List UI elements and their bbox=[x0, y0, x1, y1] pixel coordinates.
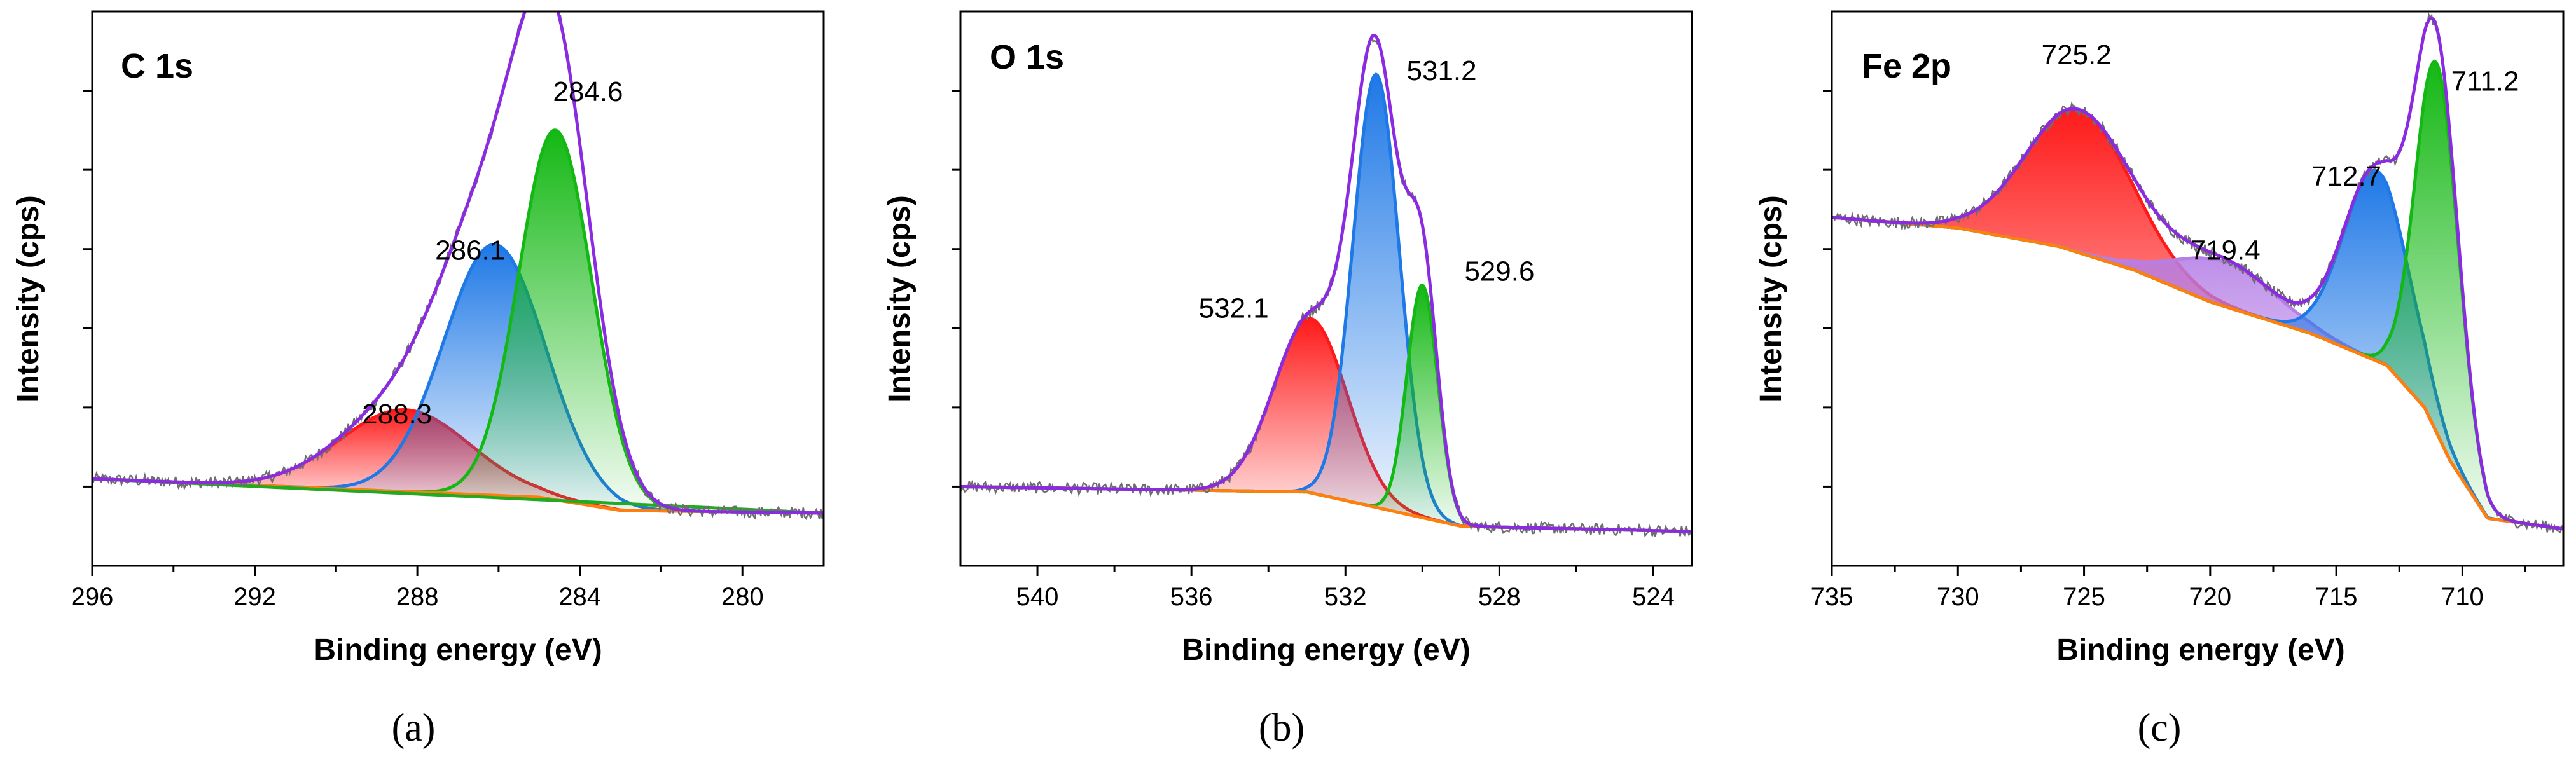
panel-a-xtick-label: 280 bbox=[721, 583, 764, 611]
panel-a-xtick-label: 292 bbox=[233, 583, 276, 611]
panel-b-envelope bbox=[960, 33, 1692, 533]
panel-c-xtick-label: 730 bbox=[1937, 583, 1979, 611]
panel-c-peak-label: 711.2 bbox=[2451, 66, 2519, 97]
panel-a-letter: (a) bbox=[392, 706, 436, 750]
panel-c-background-line bbox=[1832, 216, 2563, 531]
panel-c-xtick-label: 725 bbox=[2063, 583, 2105, 611]
panel-b-title: O 1s bbox=[990, 38, 1064, 76]
panel-c-peak-fill-711.2 bbox=[1832, 61, 2563, 529]
panel-b-frame bbox=[959, 10, 1693, 567]
panel-a-xtick-label: 296 bbox=[71, 583, 114, 611]
panel-c-peak-label: 719.4 bbox=[2191, 235, 2261, 266]
panel-c-xtick-label: 710 bbox=[2441, 583, 2484, 611]
panel-a-title: C 1s bbox=[121, 47, 193, 85]
panel-b-xtick-label: 532 bbox=[1324, 583, 1367, 611]
panel-a-envelope bbox=[92, 11, 824, 515]
panel-b-plot: 540 536 532 528 524 532.1 531.2 529.6 bbox=[952, 10, 1693, 611]
panel-c-xtick-label: 735 bbox=[1811, 583, 1853, 611]
panel-c-xtick-label: 720 bbox=[2189, 583, 2231, 611]
panel-a-frame bbox=[91, 10, 825, 567]
panel-a-peak-label: 284.6 bbox=[553, 76, 623, 107]
panel-b-peak-fill-532.1 bbox=[960, 318, 1692, 531]
panel-a-xtick-label: 288 bbox=[396, 583, 439, 611]
panel-b-xtick-label: 540 bbox=[1016, 583, 1059, 611]
panel-c-peak-fill-719.4 bbox=[1832, 217, 2563, 529]
panel-b-xlabel: Binding energy (eV) bbox=[1182, 633, 1470, 667]
panel-c-envelope bbox=[1832, 16, 2563, 531]
panel-a-ylabel: Intensity (cps) bbox=[11, 195, 45, 402]
panel-c-peak-label: 725.2 bbox=[2042, 39, 2112, 71]
panel-c-frame bbox=[1831, 10, 2565, 567]
panel-c-plot: 735 730 725 720 715 710 725.2 719.4 712.7 711.2 bbox=[1811, 10, 2565, 611]
panel-c-peak-fill-712.7 bbox=[1832, 170, 2563, 529]
panel-b-peak-fill-531.2 bbox=[960, 74, 1692, 531]
panel-c-xlabel: Binding energy (eV) bbox=[2056, 633, 2344, 667]
panel-c-peak-label: 712.7 bbox=[2311, 161, 2381, 192]
panel-a-peak-label: 288.3 bbox=[362, 399, 432, 430]
panel-a-xlabel: Binding energy (eV) bbox=[314, 633, 602, 667]
panel-c-ylabel: Intensity (cps) bbox=[1754, 195, 1788, 402]
panel-c-xtick-label: 715 bbox=[2315, 583, 2358, 611]
panel-a-plot: 296 292 288 284 280 288.3 286.1 284.6 bbox=[71, 10, 825, 611]
panel-c-title: Fe 2p bbox=[1862, 47, 1951, 85]
panel-b-peak-label: 532.1 bbox=[1199, 293, 1269, 324]
panel-b-letter: (b) bbox=[1259, 706, 1305, 750]
panel-b-peak-label: 529.6 bbox=[1464, 256, 1534, 287]
panel-a-peak-fill-286.1 bbox=[92, 244, 824, 513]
panel-b-ylabel: Intensity (cps) bbox=[883, 195, 917, 402]
panel-b-xtick-label: 536 bbox=[1170, 583, 1213, 611]
panel-b-xtick-label: 524 bbox=[1632, 583, 1675, 611]
panel-c-letter: (c) bbox=[2138, 706, 2182, 750]
panel-a-background-line-alt bbox=[92, 477, 824, 515]
panel-b-xtick-label: 528 bbox=[1478, 583, 1521, 611]
panel-c-peak-fill-725.2 bbox=[1832, 109, 2563, 529]
panel-a-xtick-label: 284 bbox=[558, 583, 601, 611]
panel-a-peak-label: 286.1 bbox=[435, 235, 505, 266]
panel-b-peak-label: 531.2 bbox=[1407, 55, 1477, 86]
